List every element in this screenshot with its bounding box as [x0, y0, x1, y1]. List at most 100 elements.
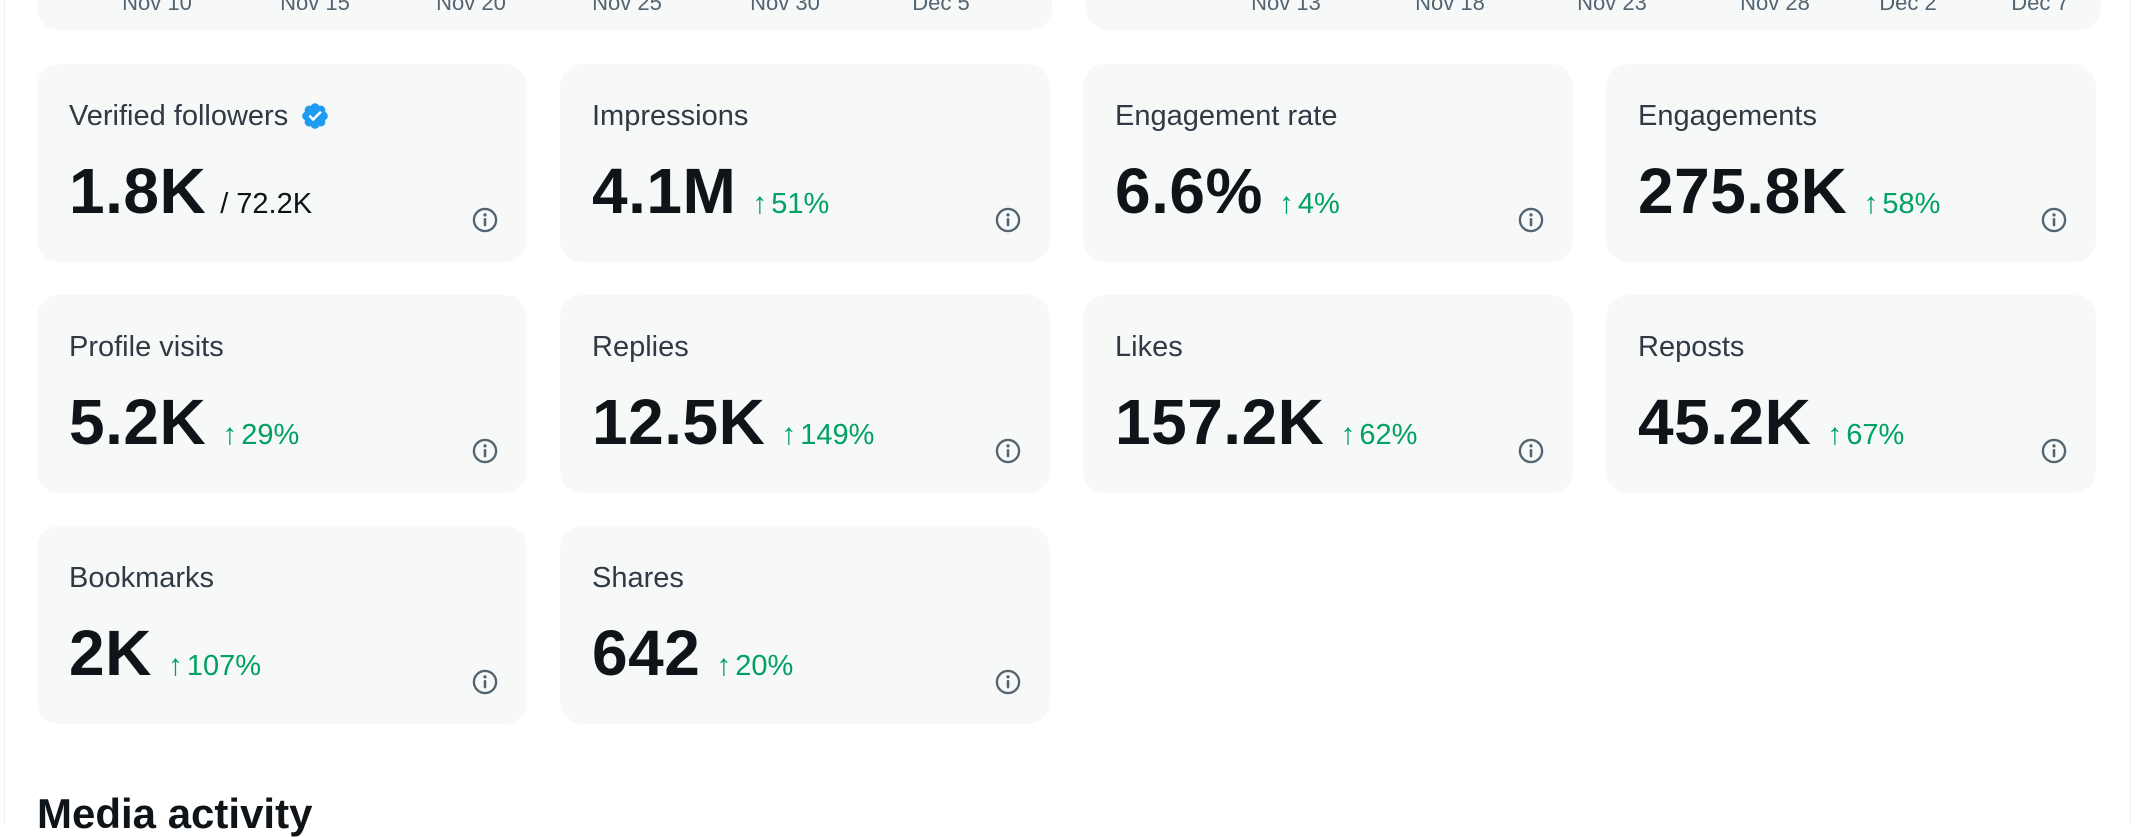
metric-total: / 72.2K — [220, 188, 313, 220]
metric-card-profile-visits[interactable]: Profile visits 5.2K ↑ 29% — [37, 295, 527, 493]
analytics-panel — [4, 0, 2131, 826]
x-tick-label: Nov 20 — [436, 0, 506, 15]
info-circle-icon[interactable] — [471, 668, 499, 696]
metric-card-reposts[interactable]: Reposts 45.2K ↑ 67% — [1606, 295, 2096, 493]
info-circle-icon[interactable] — [2040, 206, 2068, 234]
up-arrow-icon: ↑ — [752, 187, 768, 220]
metric-value-row: 157.2K ↑ 62% — [1115, 385, 1541, 459]
metric-title: Impressions — [592, 99, 749, 132]
up-arrow-icon: ↑ — [1827, 418, 1843, 451]
metric-card-verified-followers[interactable]: Verified followers 1.8K / 72.2K — [37, 64, 527, 262]
chart-x-axis: Nov 10 Nov 15 Nov 20 Nov 25 Nov 30 Dec 5 — [37, 0, 1052, 15]
metric-value-row: 5.2K ↑ 29% — [69, 385, 495, 459]
metric-value: 5.2K — [69, 386, 207, 458]
x-tick-label: Nov 25 — [592, 0, 662, 15]
metric-title: Replies — [592, 330, 689, 363]
metric-change: ↑ 20% — [716, 649, 793, 683]
chart-x-axis: Nov 13 Nov 18 Nov 23 Nov 28 Dec 2 Dec 7 — [1086, 0, 2101, 15]
metric-card-shares[interactable]: Shares 642 ↑ 20% — [560, 526, 1050, 724]
metric-title: Profile visits — [69, 330, 224, 363]
info-circle-icon[interactable] — [1517, 206, 1545, 234]
info-circle-icon[interactable] — [2040, 437, 2068, 465]
metric-title-row: Engagement rate — [1115, 96, 1541, 136]
up-arrow-icon: ↑ — [222, 418, 238, 451]
metric-title-row: Replies — [592, 327, 1018, 367]
metric-value: 12.5K — [592, 386, 766, 458]
metric-value: 6.6% — [1115, 155, 1263, 227]
metrics-grid: Verified followers 1.8K / 72.2K Impressions… — [37, 64, 2096, 724]
metric-change: ↑ 29% — [222, 418, 299, 452]
info-circle-icon[interactable] — [994, 437, 1022, 465]
x-tick-label: Nov 28 — [1740, 0, 1810, 15]
info-circle-icon[interactable] — [471, 437, 499, 465]
up-arrow-icon: ↑ — [167, 649, 183, 682]
metric-value-row: 275.8K ↑ 58% — [1638, 154, 2064, 228]
metric-title-row: Reposts — [1638, 327, 2064, 367]
x-tick-label: Dec 5 — [912, 0, 970, 15]
x-tick-label: Nov 18 — [1415, 0, 1485, 15]
metric-title: Engagement rate — [1115, 99, 1338, 132]
metric-title-row: Shares — [592, 558, 1018, 598]
metric-value: 1.8K — [69, 155, 207, 227]
verified-badge-icon — [300, 101, 330, 131]
metric-value: 45.2K — [1638, 386, 1812, 458]
metric-title-row: Bookmarks — [69, 558, 495, 598]
metric-value-row: 1.8K / 72.2K — [69, 154, 495, 228]
metric-change-value: 67% — [1846, 419, 1905, 451]
metric-title-row: Verified followers — [69, 96, 495, 136]
metric-title-row: Likes — [1115, 327, 1541, 367]
metric-card-engagement-rate[interactable]: Engagement rate 6.6% ↑ 4% — [1083, 64, 1573, 262]
metric-card-replies[interactable]: Replies 12.5K ↑ 149% — [560, 295, 1050, 493]
x-tick-label: Nov 23 — [1577, 0, 1647, 15]
metric-title-row: Engagements — [1638, 96, 2064, 136]
metric-value-row: 6.6% ↑ 4% — [1115, 154, 1541, 228]
metric-change-value: 62% — [1359, 419, 1418, 451]
metric-card-likes[interactable]: Likes 157.2K ↑ 62% — [1083, 295, 1573, 493]
x-tick-label: Dec 2 — [1879, 0, 1937, 15]
info-circle-icon[interactable] — [1517, 437, 1545, 465]
metric-change: ↑ 58% — [1863, 187, 1940, 221]
up-arrow-icon: ↑ — [716, 649, 732, 682]
metric-title-row: Impressions — [592, 96, 1018, 136]
info-circle-icon[interactable] — [994, 668, 1022, 696]
x-tick-label: Nov 10 — [122, 0, 192, 15]
metric-change-value: 20% — [735, 650, 794, 682]
metric-title: Verified followers — [69, 99, 289, 132]
metric-value: 157.2K — [1115, 386, 1325, 458]
metric-value: 4.1M — [592, 155, 737, 227]
metric-change: ↑ 67% — [1827, 418, 1904, 452]
up-arrow-icon: ↑ — [1340, 418, 1356, 451]
metric-value: 642 — [592, 617, 701, 689]
metric-card-bookmarks[interactable]: Bookmarks 2K ↑ 107% — [37, 526, 527, 724]
metric-card-engagements[interactable]: Engagements 275.8K ↑ 58% — [1606, 64, 2096, 262]
up-arrow-icon: ↑ — [781, 418, 797, 451]
x-tick-label: Nov 30 — [750, 0, 820, 15]
metric-title: Likes — [1115, 330, 1183, 363]
metric-change: ↑ 149% — [781, 418, 874, 452]
up-arrow-icon: ↑ — [1278, 187, 1294, 220]
metric-change: ↑ 4% — [1279, 187, 1340, 221]
metric-change: ↑ 62% — [1340, 418, 1417, 452]
metric-value: 2K — [69, 617, 152, 689]
metric-value-row: 2K ↑ 107% — [69, 616, 495, 690]
metric-change-value: 58% — [1882, 188, 1941, 220]
top-chart-left: Nov 10 Nov 15 Nov 20 Nov 25 Nov 30 Dec 5 — [37, 0, 1052, 30]
metric-title: Engagements — [1638, 99, 1817, 132]
metric-value-row: 4.1M ↑ 51% — [592, 154, 1018, 228]
metric-value-row: 45.2K ↑ 67% — [1638, 385, 2064, 459]
top-chart-right: Nov 13 Nov 18 Nov 23 Nov 28 Dec 2 Dec 7 — [1086, 0, 2101, 30]
metric-title: Bookmarks — [69, 561, 215, 594]
metric-title-row: Profile visits — [69, 327, 495, 367]
metric-change-value: 29% — [241, 419, 300, 451]
info-circle-icon[interactable] — [994, 206, 1022, 234]
media-activity-heading: Media activity — [37, 790, 313, 837]
up-arrow-icon: ↑ — [1863, 187, 1879, 220]
metric-value-row: 642 ↑ 20% — [592, 616, 1018, 690]
metric-change: ↑ 51% — [752, 187, 829, 221]
metric-change-value: 51% — [771, 188, 830, 220]
x-tick-label: Nov 13 — [1251, 0, 1321, 15]
x-tick-label: Dec 7 — [2011, 0, 2069, 15]
metric-value-row: 12.5K ↑ 149% — [592, 385, 1018, 459]
metric-card-impressions[interactable]: Impressions 4.1M ↑ 51% — [560, 64, 1050, 262]
info-circle-icon[interactable] — [471, 206, 499, 234]
